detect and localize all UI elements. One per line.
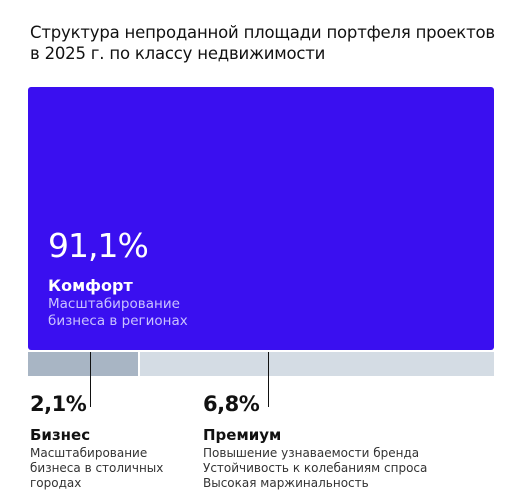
- komfort-description: Масштабирование бизнеса в регионах: [48, 296, 308, 330]
- premium-connector: [268, 352, 269, 407]
- premium-desc-line: Высокая маржинальность: [203, 476, 369, 490]
- premium-description: Повышение узнаваемости бренда Устойчивос…: [203, 446, 427, 491]
- premium-name: Премиум: [203, 426, 282, 444]
- tile-komfort: 91,1% Комфорт Масштабирование бизнеса в …: [28, 87, 494, 350]
- treemap-chart: 91,1% Комфорт Масштабирование бизнеса в …: [28, 87, 494, 376]
- komfort-desc-line: бизнеса в регионах: [48, 313, 188, 329]
- biznes-desc-line: городах: [30, 476, 82, 490]
- tile-premium: [140, 352, 494, 376]
- biznes-percent: 2,1%: [30, 392, 87, 416]
- biznes-name: Бизнес: [30, 426, 91, 444]
- komfort-percent: 91,1%: [48, 226, 149, 265]
- premium-desc-line: Повышение узнаваемости бренда: [203, 446, 420, 460]
- tile-biznes: [28, 352, 138, 376]
- biznes-desc-line: бизнеса в столичных: [30, 461, 164, 475]
- premium-desc-line: Устойчивость к колебаниям спроса: [203, 461, 428, 475]
- biznes-desc-line: Масштабирование: [30, 446, 148, 460]
- premium-percent: 6,8%: [203, 392, 260, 416]
- komfort-name: Комфорт: [48, 276, 133, 295]
- biznes-description: Масштабирование бизнеса в столичных горо…: [30, 446, 163, 491]
- biznes-connector: [90, 352, 91, 407]
- chart-title: Структура непроданной площади портфеля п…: [30, 23, 495, 63]
- komfort-desc-line: Масштабирование: [48, 296, 180, 312]
